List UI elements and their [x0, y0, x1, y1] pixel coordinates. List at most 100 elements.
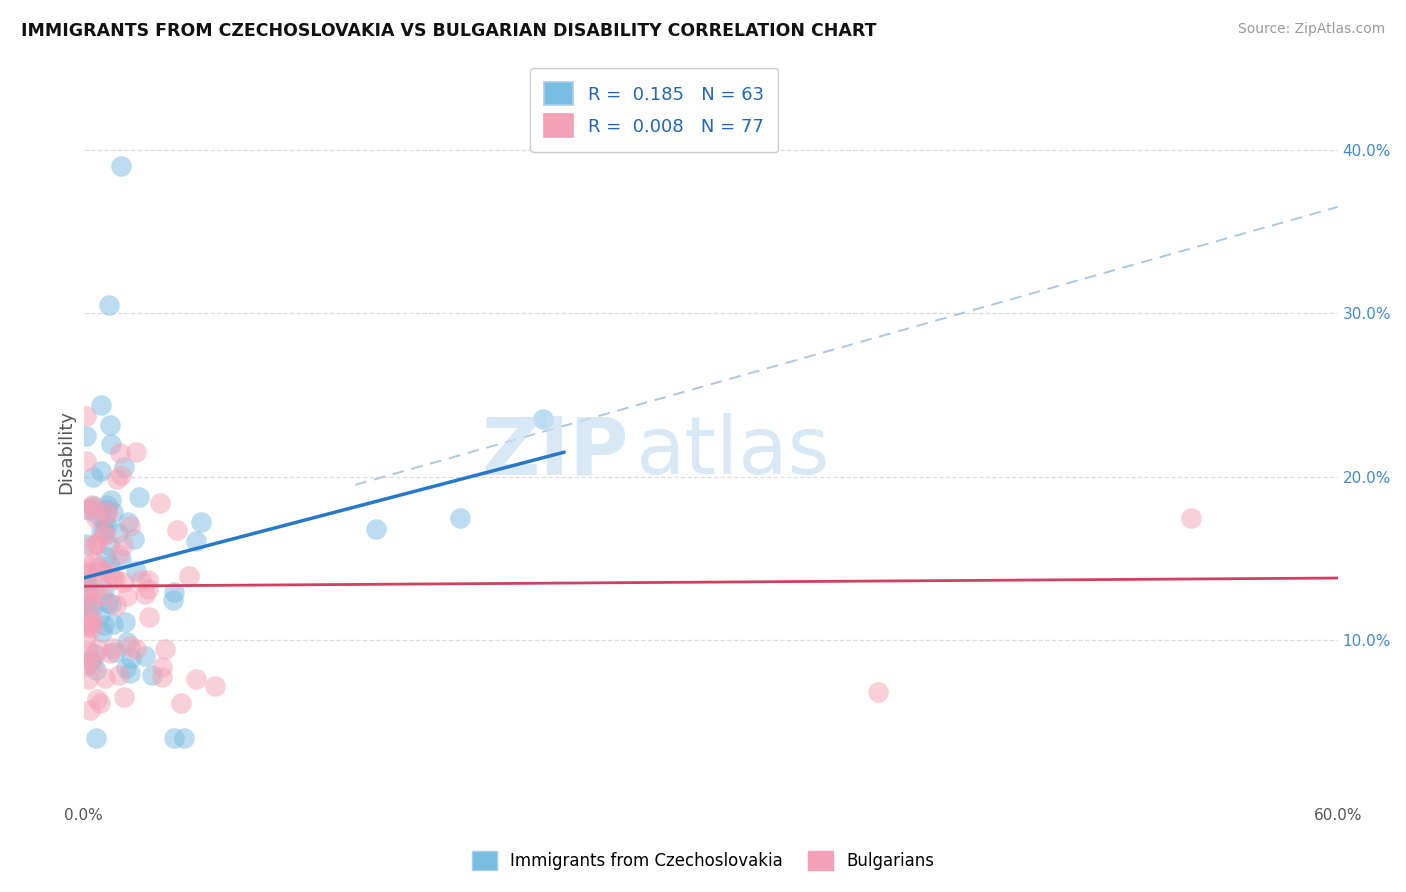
- Point: [104, 645, 127, 659]
- Point: [82, 657, 104, 672]
- Point: [128, 490, 150, 504]
- Point: [107, 525, 129, 540]
- Point: [149, 496, 172, 510]
- Legend: R =  0.185   N = 63, R =  0.008   N = 77: R = 0.185 N = 63, R = 0.008 N = 77: [530, 68, 779, 152]
- Point: [75, 597, 97, 611]
- Point: [91, 588, 114, 602]
- Point: [111, 574, 134, 589]
- Point: [75, 591, 97, 606]
- Point: [82, 469, 104, 483]
- Point: [75, 568, 97, 582]
- Point: [84, 511, 107, 525]
- Point: [100, 492, 122, 507]
- Point: [97, 504, 120, 518]
- Point: [91, 564, 114, 578]
- Point: [93, 526, 115, 541]
- Point: [110, 551, 132, 566]
- Point: [82, 612, 104, 626]
- Point: [82, 499, 104, 513]
- Point: [77, 651, 100, 665]
- Point: [93, 618, 115, 632]
- Point: [100, 437, 122, 451]
- Point: [104, 573, 127, 587]
- Point: [82, 599, 104, 614]
- Point: [163, 731, 186, 746]
- Text: IMMIGRANTS FROM CZECHOSLOVAKIA VS BULGARIAN DISABILITY CORRELATION CHART: IMMIGRANTS FROM CZECHOSLOVAKIA VS BULGAR…: [21, 22, 876, 40]
- Point: [449, 510, 471, 524]
- Point: [90, 464, 112, 478]
- Point: [531, 412, 554, 426]
- Point: [84, 647, 107, 661]
- Point: [173, 731, 195, 746]
- Point: [96, 517, 118, 532]
- Point: [84, 663, 107, 677]
- Point: [82, 621, 104, 635]
- Point: [112, 690, 135, 704]
- Point: [94, 508, 117, 523]
- Point: [186, 672, 208, 686]
- Point: [179, 569, 201, 583]
- Point: [90, 398, 112, 412]
- Point: [75, 631, 97, 645]
- Point: [112, 460, 135, 475]
- Text: atlas: atlas: [636, 413, 830, 491]
- Point: [75, 575, 97, 590]
- Legend: Immigrants from Czechoslovakia, Bulgarians: Immigrants from Czechoslovakia, Bulgaria…: [465, 844, 941, 877]
- Point: [94, 528, 117, 542]
- Point: [1180, 510, 1202, 524]
- Point: [129, 574, 152, 588]
- Point: [114, 615, 136, 629]
- Point: [150, 660, 173, 674]
- Point: [124, 532, 146, 546]
- Text: ZIP: ZIP: [482, 413, 628, 491]
- Point: [93, 671, 115, 685]
- Point: [115, 635, 138, 649]
- Point: [80, 595, 103, 609]
- Point: [75, 598, 97, 612]
- Point: [96, 498, 118, 512]
- Point: [75, 454, 97, 468]
- Point: [75, 537, 97, 551]
- Point: [87, 564, 110, 578]
- Point: [82, 500, 104, 514]
- Point: [97, 596, 120, 610]
- Point: [366, 522, 388, 536]
- Point: [93, 583, 115, 598]
- Point: [93, 524, 115, 538]
- Point: [87, 560, 110, 574]
- Point: [75, 565, 97, 579]
- Point: [80, 654, 103, 668]
- Point: [136, 574, 159, 588]
- Point: [125, 564, 148, 578]
- Point: [866, 685, 889, 699]
- Point: [134, 649, 156, 664]
- Point: [101, 570, 124, 584]
- Point: [100, 597, 122, 611]
- Point: [108, 445, 131, 459]
- Point: [75, 429, 97, 443]
- Point: [138, 582, 160, 596]
- Point: [76, 502, 98, 516]
- Point: [86, 508, 108, 523]
- Point: [105, 472, 128, 486]
- Point: [77, 503, 100, 517]
- Point: [77, 586, 100, 600]
- Point: [110, 159, 132, 173]
- Point: [190, 515, 212, 529]
- Point: [75, 658, 97, 673]
- Point: [186, 533, 208, 548]
- Point: [108, 668, 131, 682]
- Point: [93, 516, 115, 530]
- Point: [86, 536, 108, 550]
- Point: [77, 644, 100, 658]
- Point: [77, 673, 100, 687]
- Point: [86, 692, 108, 706]
- Point: [97, 538, 120, 552]
- Point: [76, 576, 98, 591]
- Point: [153, 641, 176, 656]
- Point: [125, 642, 148, 657]
- Point: [75, 557, 97, 571]
- Point: [97, 298, 120, 312]
- Point: [163, 585, 186, 599]
- Point: [115, 661, 138, 675]
